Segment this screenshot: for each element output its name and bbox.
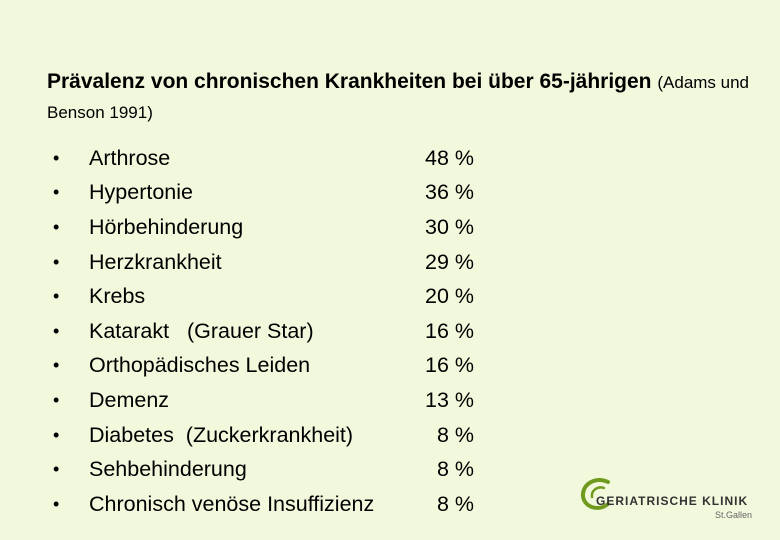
bullet-icon: • (53, 286, 60, 307)
bullet-icon: • (53, 424, 60, 445)
bullet-icon: • (53, 216, 60, 237)
clinic-logo-mark-icon (581, 477, 610, 510)
list-item: • Demenz 13 % (53, 383, 474, 418)
bullet-icon: • (53, 459, 60, 480)
disease-label: Chronisch venöse Insuffizienz (89, 491, 375, 516)
list-item: • Hörbehinderung 30 % (53, 210, 474, 245)
disease-label: Sehbehinderung (89, 457, 247, 482)
bullet-icon: • (53, 251, 60, 272)
disease-label: Herzkrankheit (89, 249, 222, 274)
list-item: • Arthrose 48 % (53, 141, 474, 176)
disease-label: Krebs (89, 284, 146, 309)
prevalence-value: 8 % (436, 422, 474, 447)
disease-label: Demenz (89, 387, 170, 412)
disease-label: Hörbehinderung (89, 214, 244, 239)
list-item: • Chronisch venöse Insuffizienz 8 % (53, 487, 474, 522)
bullet-icon: • (53, 493, 60, 514)
prevalence-value: 48 % (424, 145, 474, 170)
prevalence-value: 16 % (424, 353, 474, 378)
list-item: • Hypertonie 36 % (53, 176, 474, 211)
list-item: • Sehbehinderung 8 % (53, 452, 474, 487)
prevalence-list: • Arthrose 48 % • Hypertonie 36 % • Hörbehind… (53, 141, 474, 522)
prevalence-value: 8 % (436, 457, 474, 482)
clinic-city: St.Gallen (714, 510, 752, 520)
list-item: • Diabetes (Zuckerkrankheit) 8 % (53, 418, 474, 453)
title-citation: (Adams und Benson 1991) (47, 73, 750, 122)
bullet-icon: • (53, 182, 60, 203)
slide-title: Prävalenz von chronischen Krankheiten be… (47, 67, 780, 127)
disease-label: Katarakt (Grauer Star) (89, 318, 314, 343)
disease-label: Orthopädisches Leiden (89, 353, 311, 378)
list-item: • Krebs 20 % (53, 279, 474, 314)
clinic-name: GERIATRISCHE KLINIK (596, 494, 749, 508)
prevalence-value: 29 % (424, 249, 474, 274)
prevalence-value: 30 % (424, 214, 474, 239)
prevalence-value: 8 % (436, 491, 474, 516)
disease-label: Hypertonie (89, 180, 193, 205)
clinic-logo: GERIATRISCHE KLINIK St.Gallen (578, 474, 758, 522)
prevalence-value: 16 % (424, 318, 474, 343)
bullet-icon: • (53, 389, 60, 410)
list-item: • Katarakt (Grauer Star) 16 % (53, 314, 474, 349)
bullet-icon: • (53, 147, 60, 168)
bullet-icon: • (53, 355, 60, 376)
prevalence-value: 20 % (424, 284, 474, 309)
prevalence-value: 13 % (424, 387, 474, 412)
list-item: • Herzkrankheit 29 % (53, 245, 474, 280)
bullet-icon: • (53, 320, 60, 341)
prevalence-value: 36 % (424, 180, 474, 205)
list-item: • Orthopädisches Leiden 16 % (53, 349, 474, 384)
disease-label: Arthrose (89, 145, 171, 170)
disease-label: Diabetes (Zuckerkrankheit) (89, 422, 354, 447)
title-main: Prävalenz von chronischen Krankheiten be… (47, 70, 652, 93)
